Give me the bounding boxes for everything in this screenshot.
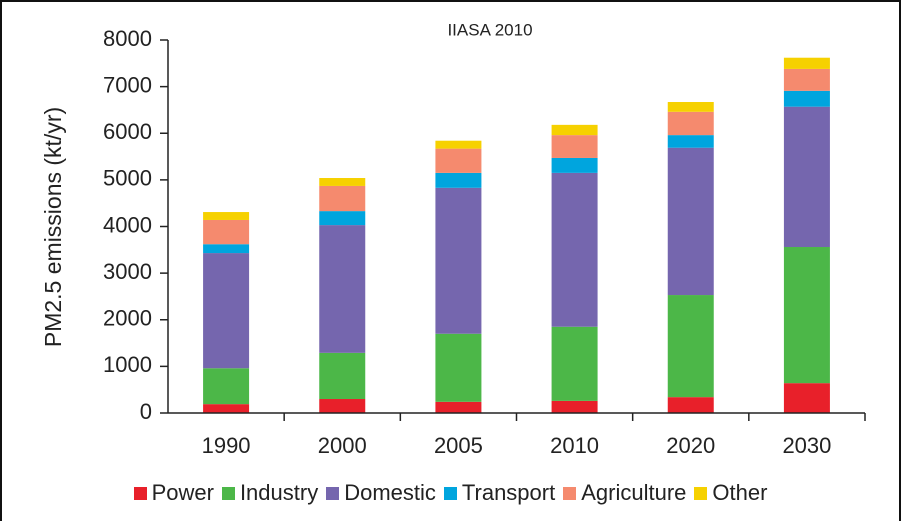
y-tick-label: 5000 xyxy=(103,166,152,191)
bar-segment xyxy=(319,185,366,212)
legend-item: Industry xyxy=(221,480,319,506)
x-tick-label: 2000 xyxy=(318,433,367,458)
bar-segment xyxy=(435,401,482,413)
legend-item: Agriculture xyxy=(563,480,686,506)
bar-segment xyxy=(435,187,482,334)
bar-segment xyxy=(551,400,598,413)
x-tick-label: 2010 xyxy=(550,433,599,458)
bar-segment xyxy=(667,397,714,413)
y-tick-label: 4000 xyxy=(103,212,152,237)
legend-label: Power xyxy=(151,480,214,505)
y-tick-label: 6000 xyxy=(103,119,152,144)
bar-segment xyxy=(319,352,366,400)
bar-segment xyxy=(667,111,714,136)
bar-segment xyxy=(435,148,482,173)
x-tick-label: 2005 xyxy=(434,433,483,458)
legend-swatch xyxy=(326,486,340,500)
bar-segment xyxy=(551,172,598,327)
bar-segment xyxy=(667,147,714,296)
legend-item: Power xyxy=(133,480,214,506)
bar-segment xyxy=(667,135,714,148)
legend-swatch xyxy=(694,486,708,500)
y-tick-label: 7000 xyxy=(103,72,152,97)
legend-label: Other xyxy=(712,480,768,505)
bar-segment xyxy=(435,333,482,402)
bar-segment xyxy=(203,404,250,413)
bar-segment xyxy=(783,383,830,413)
bar-segment xyxy=(551,124,598,136)
legend: Power Industry Domestic Transport Agricultur… xyxy=(0,480,901,506)
bar-segment xyxy=(203,219,250,245)
legend-item: Transport xyxy=(443,480,556,506)
bar-segment xyxy=(435,140,482,149)
x-tick-label: 2020 xyxy=(666,433,715,458)
x-tick-label: 1990 xyxy=(202,433,251,458)
x-tick-label: 2030 xyxy=(782,433,831,458)
bar-segment xyxy=(203,244,250,254)
legend-swatch xyxy=(133,486,147,500)
bar-segment xyxy=(319,225,366,353)
chart-title: IIASA 2010 xyxy=(447,20,532,39)
bar-segment xyxy=(667,102,714,112)
bar-segment xyxy=(667,295,714,398)
legend-label: Agriculture xyxy=(581,480,687,505)
legend-label: Transport xyxy=(461,480,556,505)
legend-item: Domestic xyxy=(326,480,436,506)
bar-segment xyxy=(783,106,830,248)
legend-swatch xyxy=(563,486,577,500)
bar-segment xyxy=(551,157,598,173)
y-tick-label: 8000 xyxy=(103,26,152,51)
bar-segment xyxy=(319,178,366,186)
legend-swatch xyxy=(443,486,457,500)
y-tick-label: 1000 xyxy=(103,352,152,377)
y-tick-label: 2000 xyxy=(103,306,152,331)
bar-segment xyxy=(783,247,830,384)
bar-segment xyxy=(203,253,250,369)
legend-item: Other xyxy=(694,480,767,506)
y-axis-label: PM2.5 emissions (kt/yr) xyxy=(40,107,66,347)
bar-segment xyxy=(319,399,366,413)
bar-segment xyxy=(783,90,830,107)
legend-swatch xyxy=(221,486,235,500)
bar-segment xyxy=(435,172,482,188)
y-tick-label: 0 xyxy=(140,399,152,424)
bar-segment xyxy=(319,211,366,226)
y-tick-label: 3000 xyxy=(103,259,152,284)
bar-segment xyxy=(783,57,830,69)
legend-label: Industry xyxy=(239,480,319,505)
bar-segment xyxy=(203,368,250,405)
legend-label: Domestic xyxy=(344,480,436,505)
bar-segment xyxy=(551,326,598,401)
bar-segment xyxy=(203,212,250,220)
bar-segment xyxy=(783,68,830,91)
bar-segment xyxy=(551,135,598,158)
